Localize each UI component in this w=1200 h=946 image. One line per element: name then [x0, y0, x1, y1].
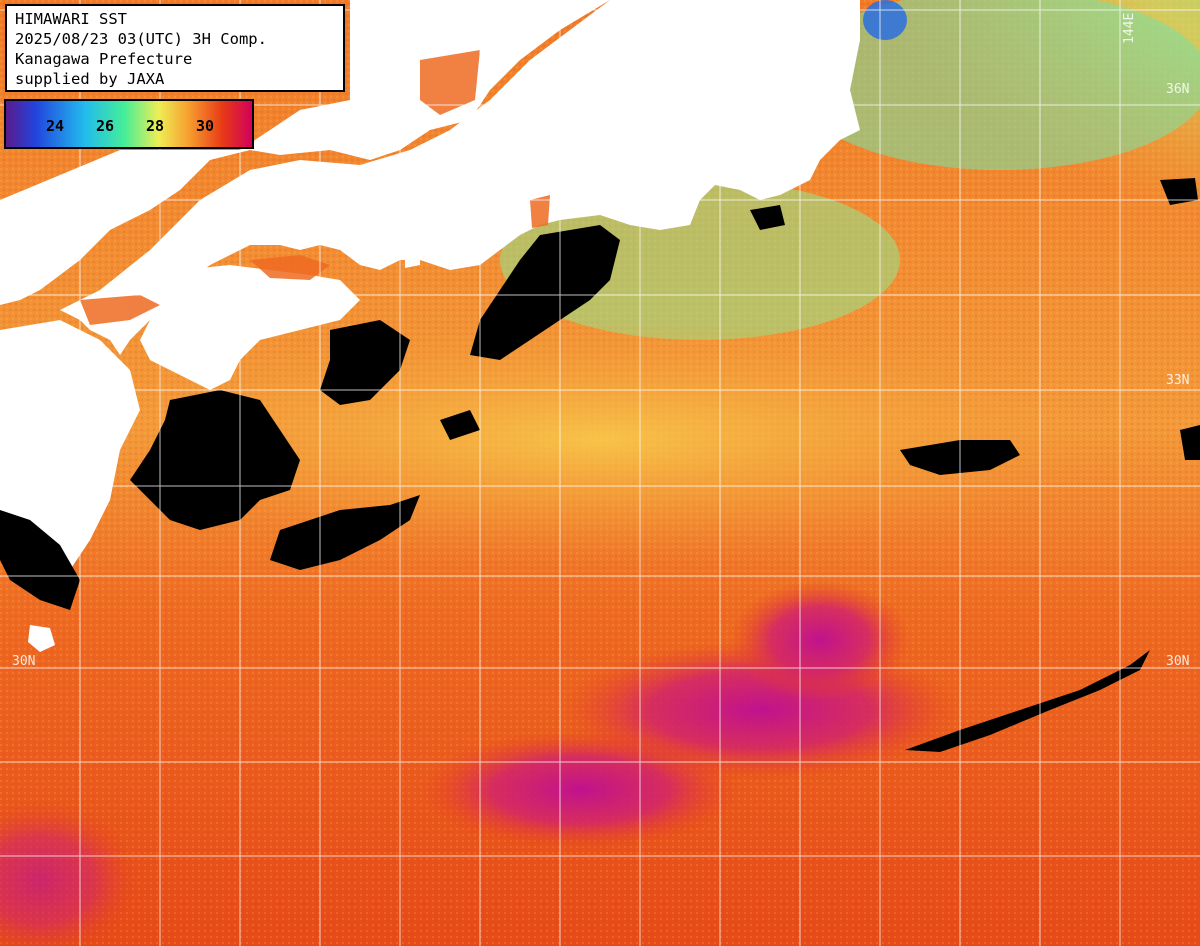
legend-gradient-bar	[6, 101, 252, 147]
map-title: HIMAWARI SST	[15, 10, 127, 28]
legend-tick-26: 26	[96, 117, 115, 135]
map-timestamp: 2025/08/23 03(UTC) 3H Comp.	[15, 30, 267, 48]
lat-label-33n-left: 33N	[10, 373, 34, 388]
lon-label-144e: 144E	[1122, 12, 1137, 44]
lat-label-36n-right: 36N	[1166, 82, 1190, 97]
info-panel: HIMAWARI SST 2025/08/23 03(UTC) 3H Comp.…	[5, 4, 345, 92]
map-organization: Kanagawa Prefecture	[15, 50, 193, 68]
lat-label-33n-right: 33N	[1166, 373, 1190, 388]
lon-label-136e: 136E	[482, 12, 497, 44]
map-credit: supplied by JAXA	[15, 70, 165, 88]
temperature-legend: 24 26 28 30	[4, 99, 254, 149]
lat-label-30n-left: 30N	[12, 654, 36, 669]
legend-tick-28: 28	[146, 117, 165, 135]
legend-tick-24: 24	[46, 117, 65, 135]
lat-label-30n-right: 30N	[1166, 654, 1190, 669]
cloud-mask	[0, 178, 1200, 752]
legend-tick-30: 30	[196, 117, 215, 135]
